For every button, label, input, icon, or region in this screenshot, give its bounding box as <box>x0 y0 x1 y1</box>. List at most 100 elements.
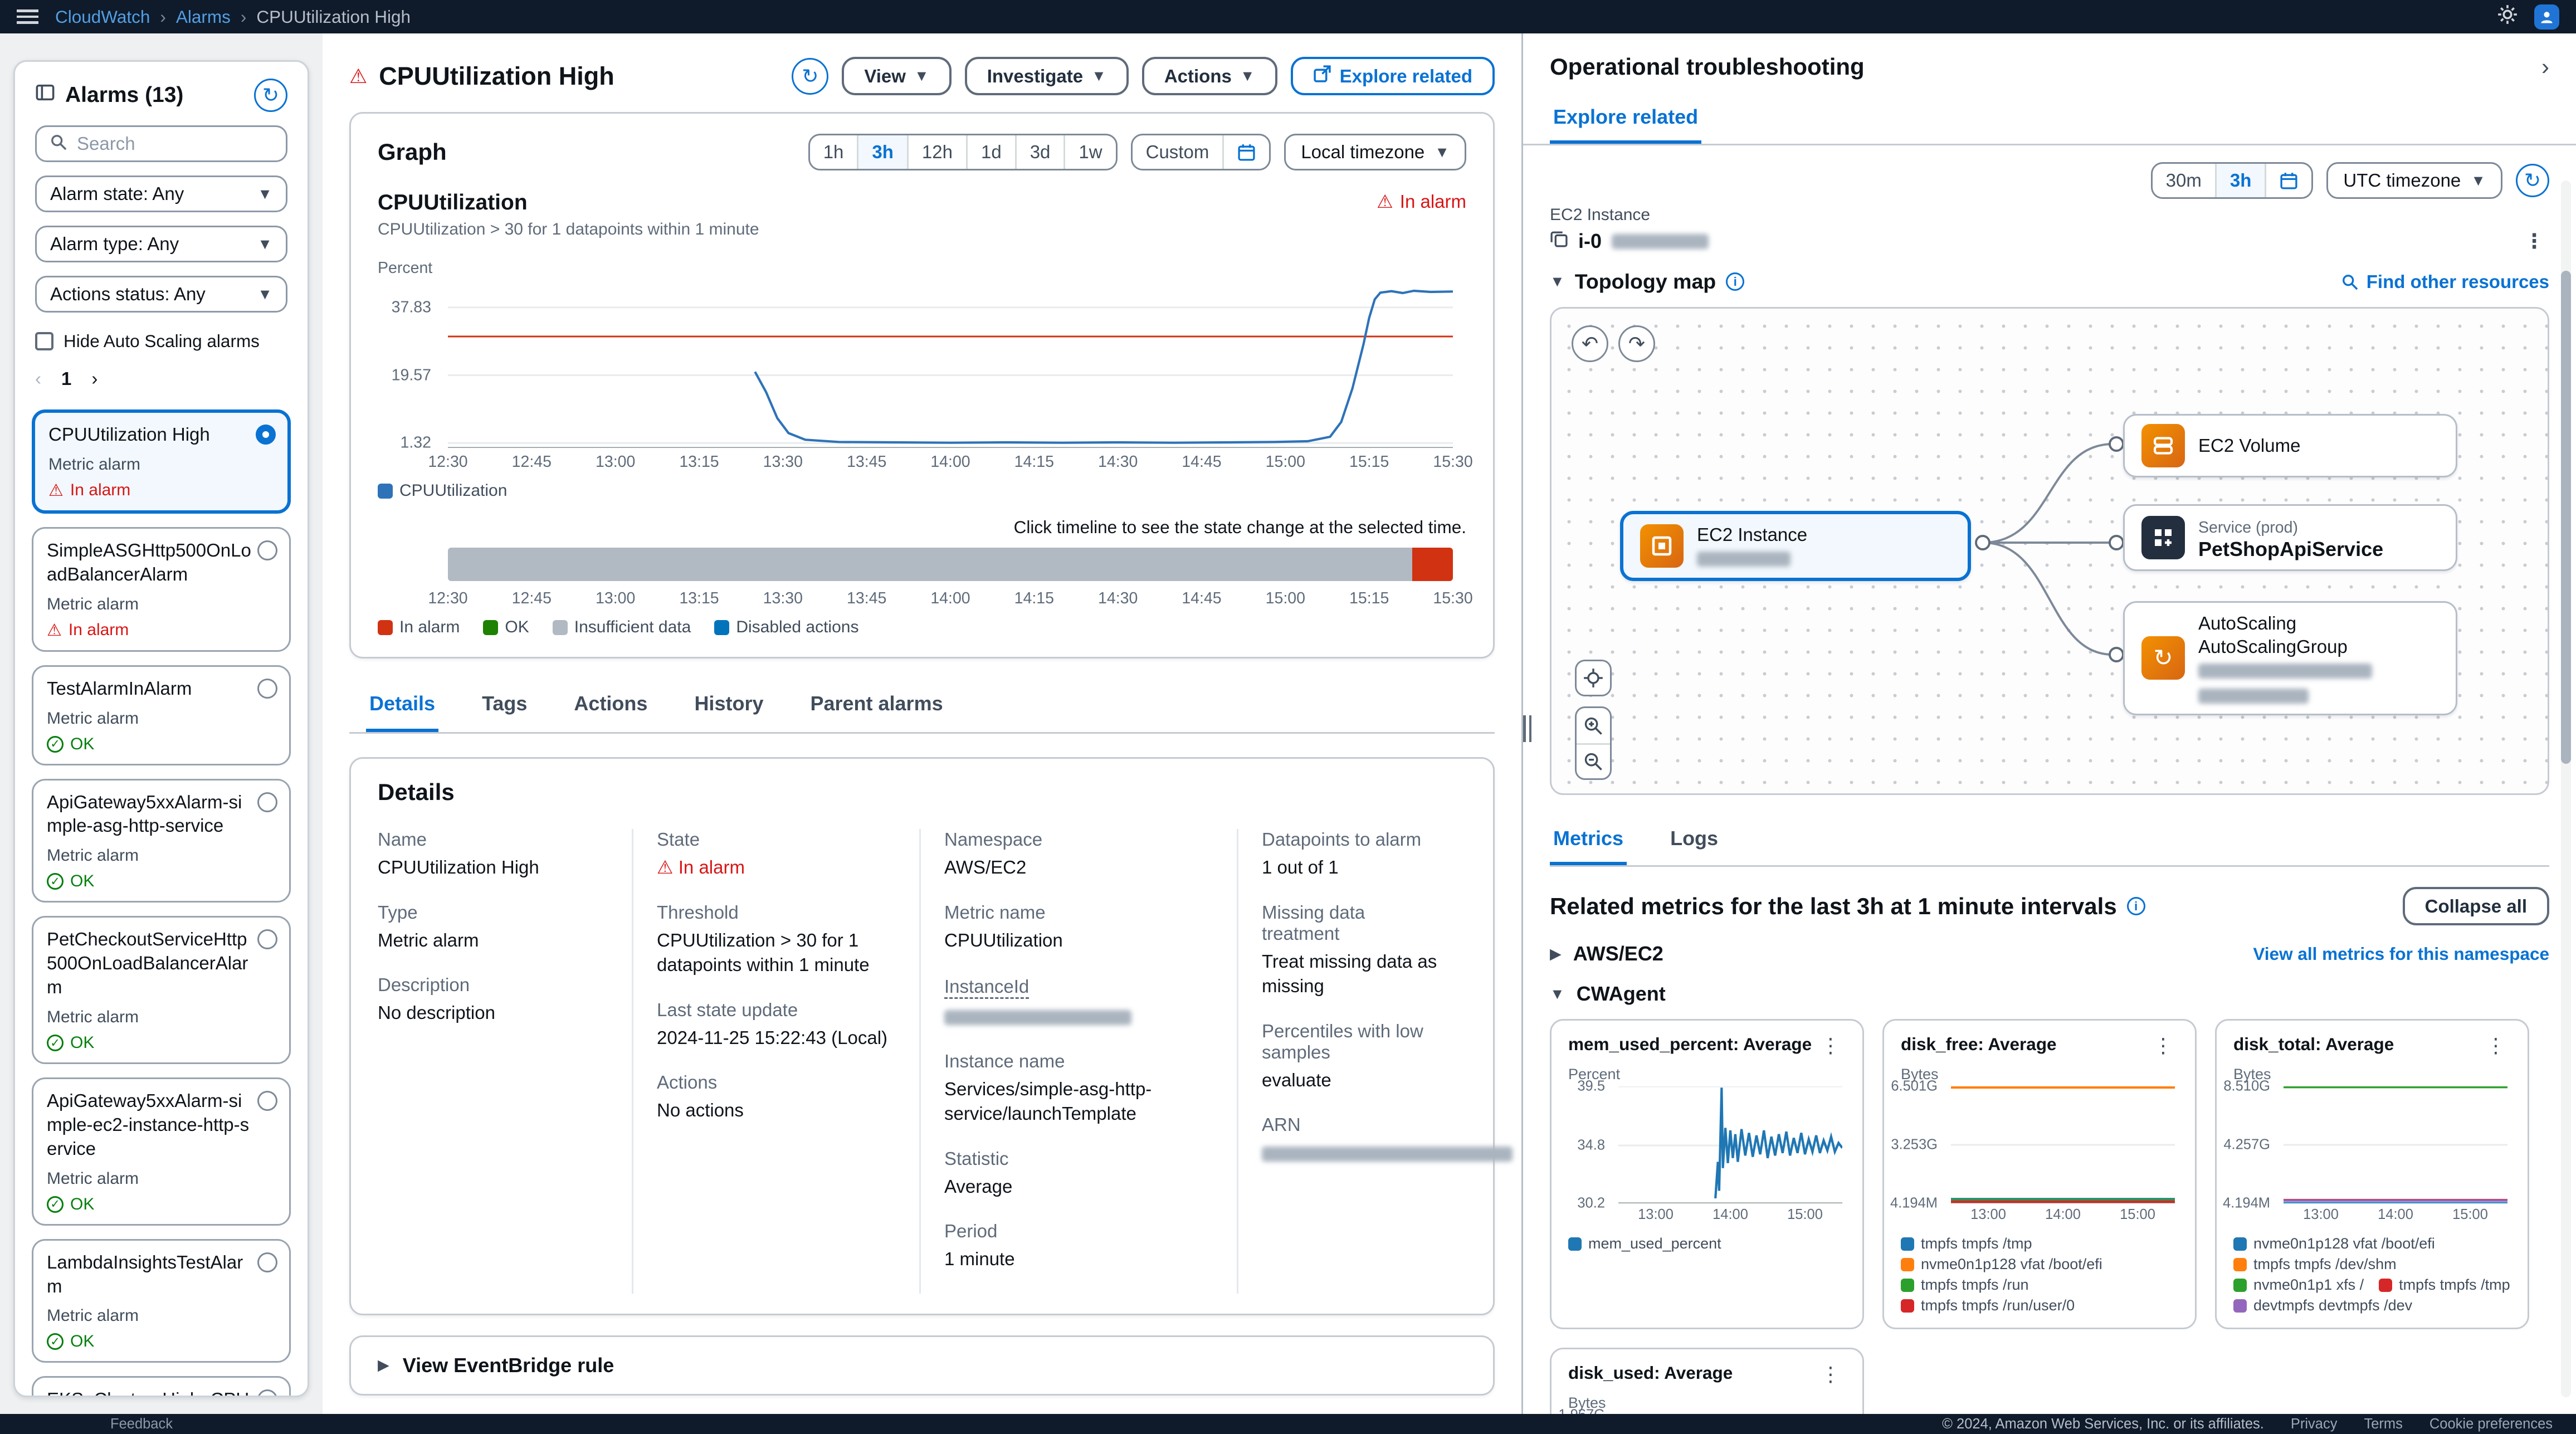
timeline-segment[interactable] <box>448 548 1412 581</box>
view-dropdown-button[interactable]: View ▼ <box>842 57 952 95</box>
calendar-icon[interactable] <box>1222 135 1269 169</box>
alarm-card[interactable]: ApiGateway5xxAlarm-simple-asg-http-servi… <box>32 778 291 903</box>
range-1h[interactable]: 1h <box>823 142 844 162</box>
alarm-card[interactable]: TestAlarmInAlarm Metric alarm ✓ OK <box>32 665 291 765</box>
fit-to-view-button[interactable] <box>1575 660 1612 696</box>
info-icon[interactable]: i <box>2126 897 2145 915</box>
chevron-right-icon[interactable]: ▶ <box>1550 945 1562 962</box>
close-panel-icon[interactable] <box>35 82 55 108</box>
tab-logs[interactable]: Logs <box>1670 827 1719 850</box>
alarm-radio[interactable] <box>257 678 277 699</box>
find-other-resources-link[interactable]: Find other resources <box>2341 271 2549 292</box>
alarm-radio[interactable] <box>257 1091 277 1111</box>
topology-map[interactable]: ↶ ↷ EC2 Instance EC2 Volume <box>1550 307 2550 795</box>
timezone-dropdown[interactable]: Local timezone ▼ <box>1284 134 1467 170</box>
range-3h[interactable]: 3h <box>857 135 907 169</box>
alarm-card[interactable]: SimpleASGHttp500OnLoadBalancerAlarm Metr… <box>32 526 291 652</box>
tab-metrics[interactable]: Metrics <box>1550 815 1627 865</box>
range-30m[interactable]: 30m <box>2165 170 2202 191</box>
tab-explore-related[interactable]: Explore related <box>1550 94 1702 144</box>
range-3d[interactable]: 3d <box>1014 135 1064 169</box>
chevron-down-icon[interactable]: ▼ <box>1550 985 1565 1002</box>
range-1w[interactable]: 1w <box>1063 135 1115 169</box>
tab-tags[interactable]: Tags <box>482 692 528 715</box>
gear-icon[interactable] <box>2497 4 2518 30</box>
alarm-state-icon: ✓ <box>47 1035 64 1052</box>
topology-node-autoscaling-group[interactable]: ↻ AutoScaling AutoScalingGroup <box>2123 601 2458 715</box>
actions-dropdown-button[interactable]: Actions ▼ <box>1141 57 1277 95</box>
copy-icon[interactable] <box>1550 230 1568 253</box>
metric-chart[interactable]: 39.5 34.8 30.2 13:00 14:00 15:00 <box>1568 1079 1846 1223</box>
cookie-preferences-link[interactable]: Cookie preferences <box>2429 1416 2553 1432</box>
alarm-radio[interactable] <box>257 792 277 812</box>
privacy-link[interactable]: Privacy <box>2290 1416 2338 1432</box>
collapse-panel-button[interactable]: › <box>2541 53 2550 80</box>
utc-timezone-dropdown[interactable]: UTC timezone ▼ <box>2326 162 2503 199</box>
kebab-menu-icon[interactable]: ⋮ <box>2524 230 2545 252</box>
kebab-menu-icon[interactable]: ⋮ <box>1821 1034 1841 1057</box>
zoom-in-button[interactable] <box>1577 708 1610 743</box>
zoom-out-button[interactable] <box>1577 743 1611 778</box>
next-page-button[interactable]: › <box>91 368 98 389</box>
alarm-card[interactable]: EKS_Cluster_High_CPU_Alarm Metric alarm … <box>32 1376 291 1396</box>
tab-actions[interactable]: Actions <box>574 692 648 715</box>
tab-details[interactable]: Details <box>366 679 439 732</box>
refresh-alarms-button[interactable]: ↻ <box>254 79 287 112</box>
info-icon[interactable]: i <box>1726 272 1745 291</box>
view-all-metrics-link[interactable]: View all metrics for this namespace <box>2253 943 2550 964</box>
eventbridge-expander[interactable]: ▶ View EventBridge rule <box>349 1335 1495 1396</box>
actions-status-filter[interactable]: Actions status: Any ▼ <box>35 276 287 313</box>
topology-node-ec2-volume[interactable]: EC2 Volume <box>2123 414 2458 477</box>
alarm-state-timeline[interactable]: 12:30 12:45 13:00 13:15 13:30 13:45 14:00 14:15… <box>378 548 1473 608</box>
refresh-graph-button[interactable]: ↻ <box>792 57 829 95</box>
timeline-legend: In alarm OK Insufficient data Disabled acti… <box>378 618 1466 637</box>
calendar-icon[interactable] <box>2265 164 2311 197</box>
range-custom[interactable]: Custom <box>1145 142 1209 162</box>
scrollbar-thumb[interactable] <box>2561 271 2572 764</box>
chevron-down-icon[interactable]: ▼ <box>1550 273 1565 290</box>
panel-resize-handle[interactable] <box>1521 715 1533 742</box>
tab-history[interactable]: History <box>694 692 764 715</box>
tab-parent-alarms[interactable]: Parent alarms <box>810 692 943 715</box>
collapse-all-button[interactable]: Collapse all <box>2402 887 2550 925</box>
range-3h[interactable]: 3h <box>2214 164 2265 197</box>
explore-related-button[interactable]: Explore related <box>1290 57 1495 95</box>
user-avatar[interactable] <box>2534 4 2560 30</box>
range-12h[interactable]: 12h <box>906 135 966 169</box>
search-input[interactable] <box>77 133 272 154</box>
alarm-radio[interactable] <box>257 540 277 560</box>
breadcrumb-alarms[interactable]: Alarms <box>175 6 231 27</box>
feedback-link[interactable]: Feedback <box>110 1416 173 1432</box>
alarm-card[interactable]: PetCheckoutServiceHttp500OnLoadBalancerA… <box>32 916 291 1065</box>
breadcrumb-cloudwatch[interactable]: CloudWatch <box>55 6 150 27</box>
metric-chart[interactable]: 8.510G 4.257G 4.194M 13:00 14:00 15:00 <box>2223 1079 2511 1223</box>
kebab-menu-icon[interactable]: ⋮ <box>2153 1034 2174 1057</box>
panel-refresh-button[interactable]: ↻ <box>2516 164 2550 197</box>
terms-link[interactable]: Terms <box>2364 1416 2403 1432</box>
kebab-menu-icon[interactable]: ⋮ <box>1821 1363 1841 1386</box>
kebab-menu-icon[interactable]: ⋮ <box>2486 1034 2506 1057</box>
graph-heading: Graph <box>378 139 447 165</box>
hide-autoscaling-checkbox[interactable] <box>35 332 53 350</box>
page-number[interactable]: 1 <box>61 368 72 389</box>
timeline-segment[interactable] <box>1412 548 1453 581</box>
prev-page-button[interactable]: ‹ <box>35 368 41 389</box>
redo-button[interactable]: ↷ <box>1618 325 1656 362</box>
alarm-radio[interactable] <box>257 1252 277 1272</box>
alarm-state-filter[interactable]: Alarm state: Any ▼ <box>35 175 287 212</box>
alarm-card[interactable]: LambdaInsightsTestAlarm Metric alarm ✓ O… <box>32 1238 291 1363</box>
topology-node-ec2-instance[interactable]: EC2 Instance <box>1620 511 1972 582</box>
range-1d[interactable]: 1d <box>965 135 1015 169</box>
alarm-card[interactable]: ApiGateway5xxAlarm-simple-ec2-instance-h… <box>32 1077 291 1226</box>
alarm-radio[interactable] <box>256 425 276 445</box>
alarm-radio[interactable] <box>257 929 277 950</box>
topology-node-service[interactable]: Service (prod) PetShopApiService <box>2123 504 2458 571</box>
alarm-type-filter[interactable]: Alarm type: Any ▼ <box>35 226 287 262</box>
investigate-dropdown-button[interactable]: Investigate ▼ <box>964 57 1129 95</box>
undo-button[interactable]: ↶ <box>1572 325 1609 362</box>
alarm-card[interactable]: CPUUtilization High Metric alarm ⚠ In al… <box>32 409 291 514</box>
metric-chart[interactable]: 6.501G 3.253G 4.194M 13:00 14:00 15:00 <box>1890 1079 2178 1223</box>
hamburger-menu-icon[interactable] <box>17 9 38 24</box>
cpu-utilization-chart[interactable]: 37.83 19.57 1.32 12:30 12:45 13:00 13:15 13:30 1… <box>378 281 1473 471</box>
alarm-search[interactable] <box>35 125 287 162</box>
